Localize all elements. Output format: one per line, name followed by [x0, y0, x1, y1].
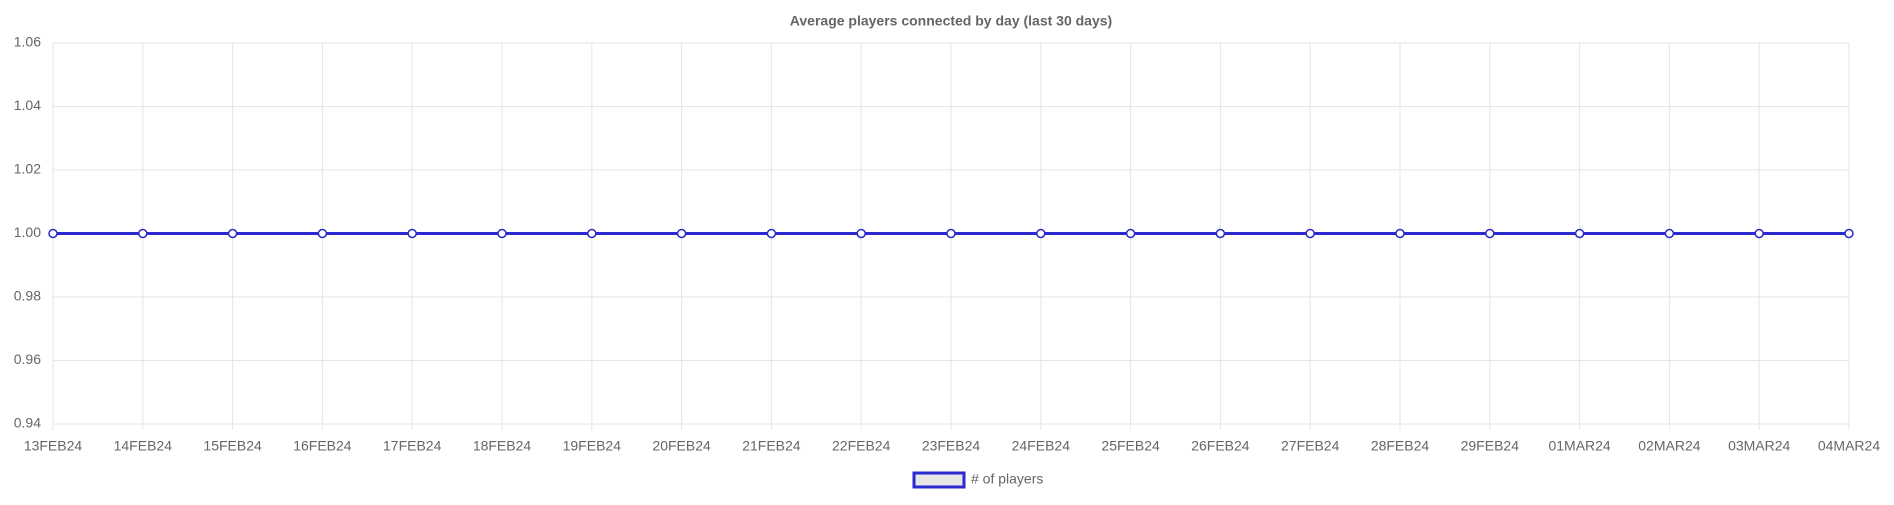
chart-title: Average players connected by day (last 3…	[790, 13, 1112, 29]
y-tick-label: 0.94	[14, 415, 41, 431]
legend-swatch	[912, 471, 966, 489]
x-tick-label: 18FEB24	[473, 438, 532, 454]
x-tick-label: 21FEB24	[742, 438, 801, 454]
data-point	[1844, 228, 1854, 239]
y-tick-label: 1.06	[14, 34, 41, 50]
data-point	[48, 228, 58, 239]
data-point	[856, 228, 866, 239]
data-point	[407, 228, 417, 239]
y-tick-label: 0.98	[14, 288, 41, 304]
x-tick-label: 01MAR24	[1548, 438, 1610, 454]
data-point	[1036, 228, 1046, 239]
x-tick-label: 22FEB24	[832, 438, 891, 454]
data-point	[1664, 228, 1675, 239]
data-point	[946, 228, 956, 239]
x-tick-label: 25FEB24	[1101, 438, 1160, 454]
data-point	[1125, 228, 1136, 239]
x-tick-label: 20FEB24	[652, 438, 711, 454]
y-tick-label: 0.96	[14, 351, 41, 367]
x-tick-label: 02MAR24	[1638, 438, 1700, 454]
x-tick-label: 16FEB24	[293, 438, 352, 454]
x-tick-label: 17FEB24	[383, 438, 442, 454]
x-tick-label: 15FEB24	[203, 438, 262, 454]
data-point	[1574, 228, 1585, 239]
data-point	[138, 228, 148, 239]
x-tick-label: 13FEB24	[24, 438, 83, 454]
x-tick-label: 14FEB24	[114, 438, 173, 454]
y-tick-label: 1.04	[14, 97, 41, 113]
data-point	[1754, 228, 1764, 239]
data-point	[317, 228, 328, 239]
data-point	[1215, 228, 1226, 239]
data-point	[497, 228, 507, 239]
x-tick-label: 19FEB24	[563, 438, 622, 454]
data-point	[1395, 228, 1405, 239]
x-tick-label: 26FEB24	[1191, 438, 1250, 454]
x-tick-label: 04MAR24	[1818, 438, 1880, 454]
x-tick-label: 27FEB24	[1281, 438, 1340, 454]
x-tick-label: 24FEB24	[1012, 438, 1071, 454]
legend-label: # of players	[971, 471, 1043, 487]
data-point	[676, 228, 687, 239]
x-tick-label: 03MAR24	[1728, 438, 1790, 454]
y-tick-label: 1.02	[14, 161, 41, 177]
y-tick-label: 1.00	[14, 224, 41, 240]
x-tick-label: 29FEB24	[1461, 438, 1520, 454]
data-point	[227, 228, 238, 239]
data-point	[587, 228, 597, 239]
x-tick-label: 28FEB24	[1371, 438, 1430, 454]
data-point	[1305, 228, 1315, 239]
data-point	[1485, 228, 1495, 239]
data-point	[766, 228, 777, 239]
x-tick-label: 23FEB24	[922, 438, 981, 454]
